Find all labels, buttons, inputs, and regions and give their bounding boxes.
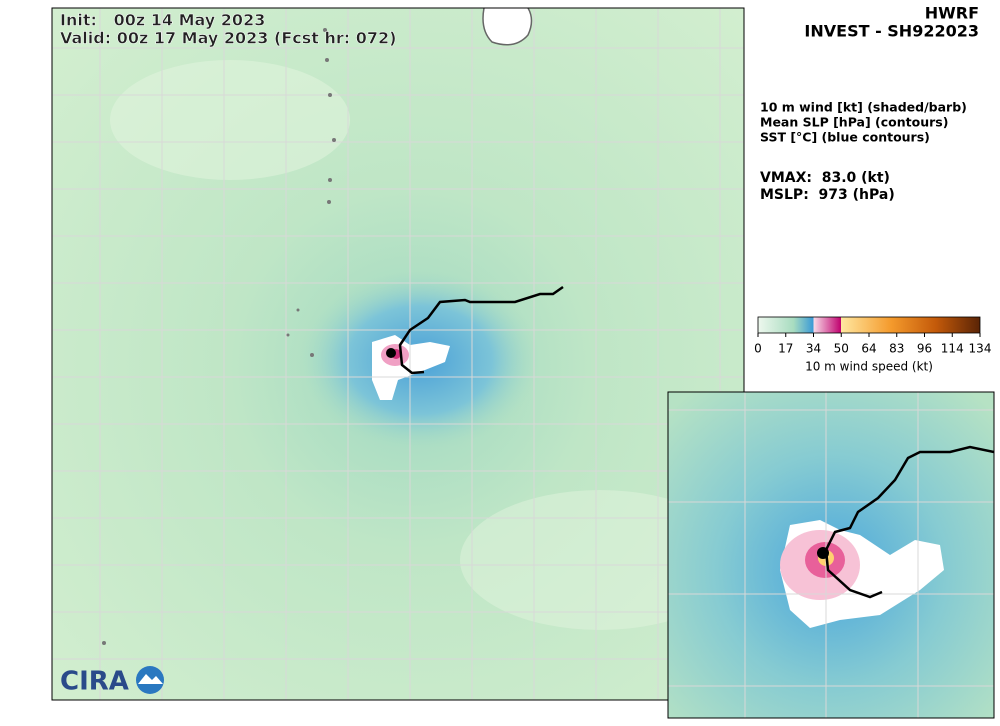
colorbar-tick-label: 50 bbox=[834, 342, 849, 356]
inset-frame bbox=[667, 391, 995, 719]
islands bbox=[102, 28, 336, 645]
legend-line: Mean SLP [hPa] (contours) bbox=[760, 115, 948, 130]
main-frame bbox=[51, 7, 745, 701]
colorbar bbox=[757, 316, 981, 334]
vmax: VMAX: 83.0 (kt) bbox=[760, 170, 890, 186]
cira-logo: CIRA bbox=[60, 666, 164, 697]
colorbar-tick-label: 134 bbox=[969, 342, 992, 356]
grid bbox=[52, 8, 744, 700]
legend-line: SST [°C] (blue contours) bbox=[760, 130, 930, 145]
colorbar-tick-label: 83 bbox=[889, 342, 904, 356]
colorbar-tick-label: 17 bbox=[778, 342, 793, 356]
model-name: HWRF bbox=[925, 4, 979, 23]
colorbar-tick-label: 96 bbox=[917, 342, 932, 356]
colorbar-label: 10 m wind speed (kt) bbox=[805, 360, 933, 374]
storm-id: INVEST - SH922023 bbox=[804, 22, 979, 41]
colorbar-tick-label: 0 bbox=[754, 342, 762, 356]
init-time: Init: 00z 14 May 2023 bbox=[60, 11, 265, 30]
colorbar-tick-label: 34 bbox=[806, 342, 821, 356]
valid-time: Valid: 00z 17 May 2023 (Fcst hr: 072) bbox=[60, 29, 396, 48]
colorbar-tick-label: 64 bbox=[861, 342, 876, 356]
mslp: MSLP: 973 (hPa) bbox=[760, 187, 895, 203]
inset-map bbox=[668, 392, 994, 718]
logo-text: CIRA bbox=[60, 667, 129, 697]
main-map bbox=[52, 8, 744, 700]
legend-line: 10 m wind [kt] (shaded/barb) bbox=[760, 100, 967, 115]
colorbar-tick-label: 114 bbox=[941, 342, 964, 356]
